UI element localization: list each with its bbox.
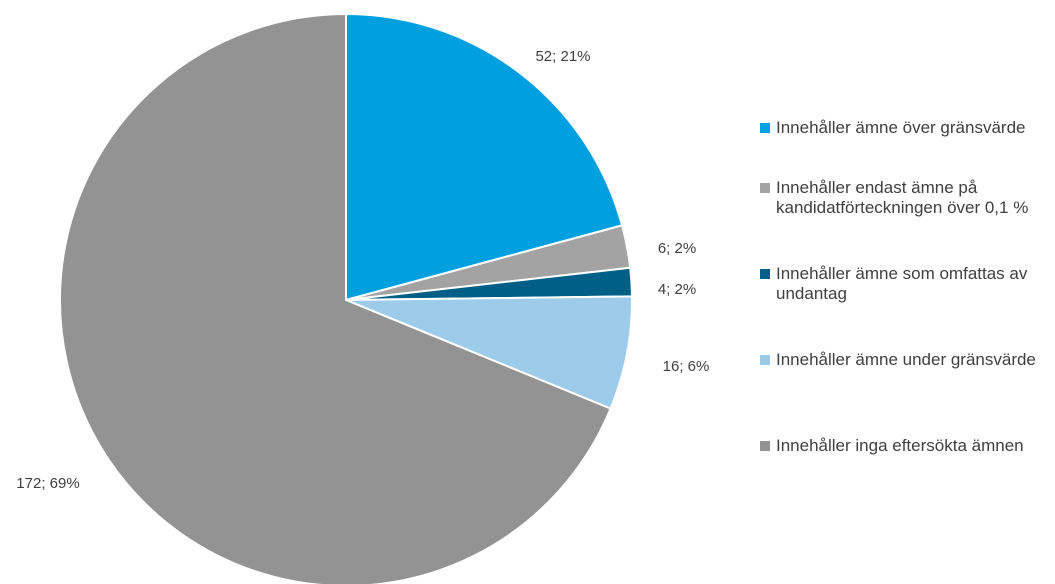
legend-item: Innehåller endast ämne på kandidatförtec… [760,178,1055,264]
data-label: 4; 2% [658,281,696,298]
pie-slice [58,13,612,584]
pie-slice [345,295,633,410]
legend-swatch [760,123,770,133]
legend-item: Innehåller inga eftersökta ämnen [760,436,1055,496]
legend-label: Innehåller ämne under gränsvärde [776,350,1036,369]
legend-item: Innehåller ämne under gränsvärde [760,350,1055,436]
data-label: 6; 2% [658,240,696,257]
legend: Innehåller ämne över gränsvärde Innehåll… [760,118,1055,496]
legend-label: Innehåller ämne som omfattas av undantag [776,264,1028,303]
legend-label: Innehåller inga eftersökta ämnen [776,436,1024,455]
pie-chart: 52; 21% 6; 2% 4; 2% 16; 6% 172; 69% [16,13,710,584]
legend-label: Innehåller ämne över gränsvärde [776,118,1026,137]
data-label: 172; 69% [16,475,79,492]
legend-swatch [760,355,770,365]
pie-slice [345,13,624,301]
legend-swatch [760,183,770,193]
legend-swatch [760,441,770,451]
data-label: 16; 6% [663,358,710,375]
legend-label: Innehåller endast ämne på kandidatförtec… [776,178,1029,217]
legend-item: Innehåller ämne över gränsvärde [760,118,1055,178]
data-label: 52; 21% [535,48,590,65]
legend-swatch [760,269,770,279]
legend-item: Innehåller ämne som omfattas av undantag [760,264,1055,350]
